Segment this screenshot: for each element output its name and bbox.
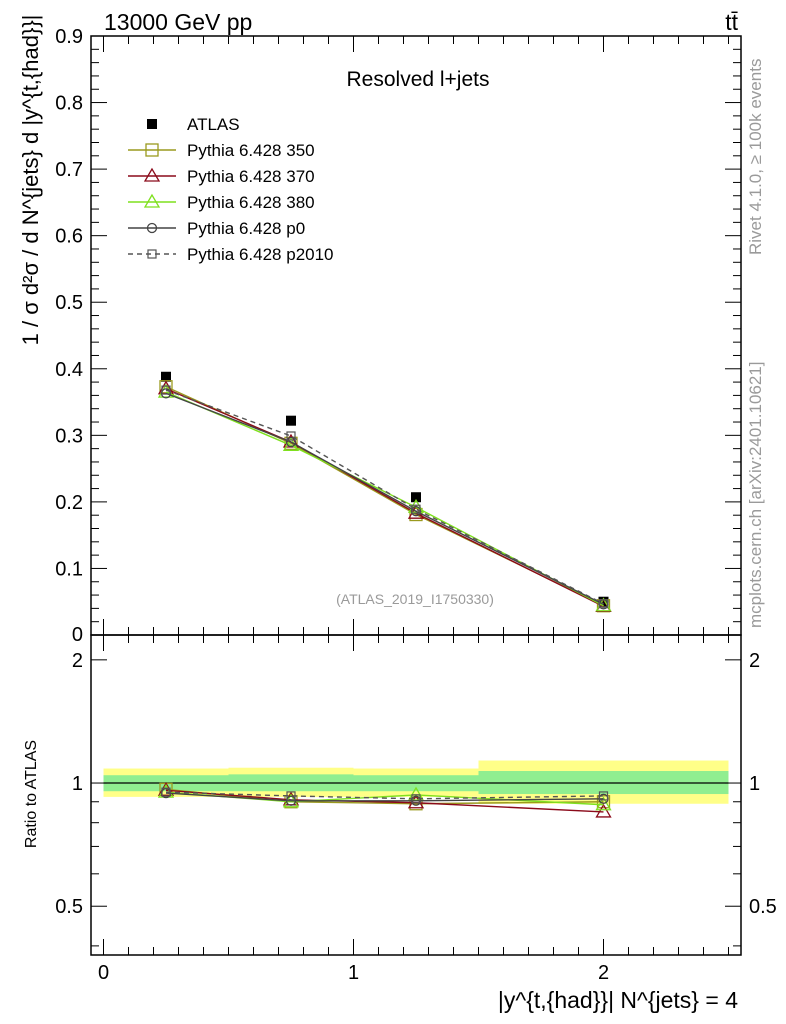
legend-marker-pythia-6-428-p2010 — [147, 249, 157, 259]
ratio-y-tick-label-right: 1 — [749, 773, 760, 795]
legend-label-atlas: ATLAS — [187, 115, 240, 134]
legend: ATLAS Pythia 6.428 350 Pythia 6.428 370 Pyt… — [128, 115, 334, 264]
ratio-frame — [90, 634, 742, 956]
ratio-line-pythia-6-428-p2010 — [165, 791, 604, 800]
legend-marker-atlas — [147, 119, 157, 129]
main-y-tick-label: 0.1 — [55, 558, 83, 580]
legend-marker-pythia-6-428-370 — [143, 167, 161, 182]
legend-marker-pythia-6-428-380 — [143, 193, 161, 208]
ratio-point-pythia-6-428-370 — [595, 803, 612, 818]
ratio-point-pythia-6-428-p2010 — [598, 791, 609, 801]
ratio-y-tick-label-left: 2 — [72, 650, 83, 672]
main-y-tick-label: 0.5 — [55, 292, 83, 314]
data-point-pythia-6-428-p2010 — [286, 431, 296, 441]
legend-label-pythia-6-428-380: Pythia 6.428 380 — [187, 193, 315, 212]
legend-marker-pythia-6-428-p0 — [146, 222, 158, 234]
data-point-pythia-6-428-p2010 — [411, 504, 421, 514]
ratio-y-tick-label-left: 1 — [72, 773, 83, 795]
ratio-y-tick-label-right: 0.5 — [749, 896, 777, 918]
ratio-point-pythia-6-428-380 — [407, 786, 425, 801]
x-tick-label: 1 — [348, 962, 359, 984]
main-y-tick-label: 0.8 — [55, 93, 83, 115]
data-point-atlas — [161, 371, 171, 382]
main-y-tick-label: 0.7 — [55, 159, 83, 181]
ratio-point-pythia-6-428-p2010 — [161, 787, 171, 797]
energy-label: 13000 GeV pp — [104, 9, 252, 35]
ratio-point-pythia-6-428-p0 — [285, 795, 297, 806]
main-y-tick-label: 0.9 — [55, 26, 83, 48]
ratio-point-pythia-6-428-p2010 — [286, 791, 296, 801]
legend-label-pythia-6-428-370: Pythia 6.428 370 — [187, 167, 315, 186]
series-line-pythia-6-428-p0 — [165, 392, 604, 606]
data-point-pythia-6-428-p2010 — [598, 599, 609, 609]
main-y-tick-label: 0.3 — [55, 425, 83, 447]
main-y-axis-title: 1 / σ d²σ / d N^{jets} d |y^{t,{had}}| — [18, 15, 43, 346]
mcplots-label: mcplots.cern.ch [arXiv:2401.10621] — [746, 362, 765, 628]
ratio-point-pythia-6-428-p2010 — [411, 794, 421, 804]
main-y-tick-label: 0.6 — [55, 226, 83, 248]
ratio-line-pythia-6-428-p0 — [165, 792, 604, 802]
x-axis-title: |y^{t,{had}}| N^{jets} = 4 — [498, 987, 738, 1013]
data-point-pythia-6-428-p2010 — [161, 385, 171, 395]
legend-marker-pythia-6-428-350 — [145, 143, 159, 157]
x-tick-label: 2 — [598, 962, 609, 984]
main-y-tick-label-zero: 0 — [72, 624, 83, 646]
ratio-point-pythia-6-428-350 — [596, 795, 611, 809]
ratio-uncertainty-bands — [103, 760, 729, 804]
ratio-y-tick-label-right: 2 — [749, 650, 760, 672]
series-line-pythia-6-428-370 — [165, 388, 604, 608]
main-y-tick-label: 0.2 — [55, 492, 83, 514]
data-point-atlas — [411, 492, 421, 503]
axes: 0.1 0.2 0.3 0.4 0.5 0.6 0.7 0.8 0.9 0 0 1 2 0.5 0.5 1 1 2… — [55, 26, 777, 984]
analysis-watermark: (ATLAS_2019_I1750330) — [336, 591, 494, 607]
rivet-label: Rivet 4.1.0, ≥ 100k events — [746, 59, 765, 255]
legend-label-pythia-6-428-p2010: Pythia 6.428 p2010 — [187, 245, 334, 264]
ratio-point-pythia-6-428-380 — [595, 796, 612, 811]
main-panel-marks — [157, 371, 612, 613]
ratio-panel-marks — [157, 781, 612, 818]
ratio-point-pythia-6-428-350 — [409, 797, 423, 811]
process-label: tt̄ — [725, 9, 738, 35]
data-point-atlas — [598, 596, 609, 607]
series-line-pythia-6-428-p2010 — [165, 389, 604, 605]
x-tick-label: 0 — [98, 962, 109, 984]
data-point-atlas — [286, 415, 296, 426]
legend-label-pythia-6-428-350: Pythia 6.428 350 — [187, 141, 315, 160]
ratio-y-tick-label-left: 0.5 — [55, 896, 83, 918]
main-y-tick-label: 0.4 — [55, 359, 83, 381]
legend-label-pythia-6-428-p0: Pythia 6.428 p0 — [187, 219, 305, 238]
plot-title: Resolved l+jets — [347, 68, 490, 91]
data-point-pythia-6-428-p0 — [285, 436, 297, 448]
ratio-y-axis-title: Ratio to ATLAS — [23, 740, 40, 848]
